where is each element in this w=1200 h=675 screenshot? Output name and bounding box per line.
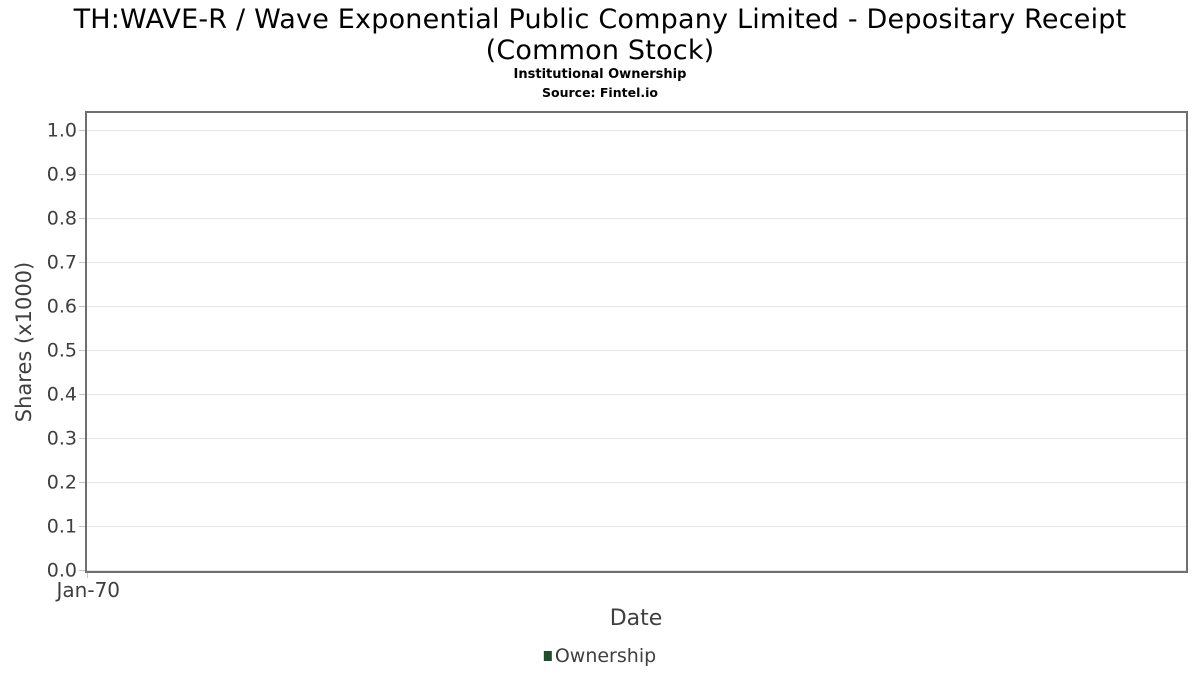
y-tick-label: 0.3 [46, 427, 77, 450]
legend-item-label: Ownership [554, 645, 657, 667]
y-gridline [87, 394, 1186, 395]
y-tick-label: 0.7 [46, 251, 77, 274]
x-tick-mark [87, 573, 88, 578]
y-tick-mark [79, 570, 85, 571]
y-tick-mark [79, 306, 85, 307]
x-axis-title: Date [609, 606, 663, 631]
chart-title: TH:WAVE-R / Wave Exponential Public Comp… [0, 4, 1200, 66]
y-tick-label: 0.1 [46, 515, 77, 538]
y-tick-mark [79, 218, 85, 219]
plot-area[interactable]: Jan-70 0.0 0.1 0.2 0.3 0.4 0.5 0.6 0.7 0.8 0.9 1.0 [47, 111, 1188, 602]
y-gridline [87, 174, 1186, 175]
y-tick-label: 0.8 [46, 207, 77, 230]
y-gridline [87, 570, 1186, 571]
y-tick-mark [79, 438, 85, 439]
y-gridline [87, 218, 1186, 219]
y-tick-mark [79, 526, 85, 527]
legend: Ownership [543, 644, 657, 668]
y-tick-mark [79, 130, 85, 131]
y-tick-label: 0.5 [46, 339, 77, 362]
y-gridline [87, 130, 1186, 131]
y-gridline [87, 482, 1186, 483]
y-tick-label: 0.0 [46, 559, 77, 582]
y-tick-label: 0.2 [46, 471, 77, 494]
legend-item-ownership[interactable]: Ownership [543, 644, 657, 668]
y-tick-mark [79, 262, 85, 263]
y-tick-mark [79, 394, 85, 395]
x-tick-label: Jan-70 [56, 578, 121, 602]
y-tick-mark [79, 350, 85, 351]
chart-title-line1: TH:WAVE-R / Wave Exponential Public Comp… [73, 4, 1127, 35]
y-tick-mark [79, 174, 85, 175]
y-gridline [87, 306, 1186, 307]
y-tick-label: 0.6 [46, 295, 77, 318]
legend-swatch-icon [543, 651, 552, 661]
y-axis-title: Shares (x1000) [12, 261, 36, 423]
y-tick-label: 0.9 [46, 163, 77, 186]
y-gridline [87, 350, 1186, 351]
y-tick-label: 1.0 [46, 119, 77, 142]
chart-title-line2: (Common Stock) [485, 35, 715, 66]
chart-source-credit: Source: Fintel.io [542, 85, 658, 100]
y-gridline [87, 526, 1186, 527]
chart-subtitle: Institutional Ownership [513, 67, 687, 82]
y-gridline [87, 438, 1186, 439]
y-tick-label: 0.4 [46, 383, 77, 406]
y-tick-mark [79, 482, 85, 483]
y-gridline [87, 262, 1186, 263]
